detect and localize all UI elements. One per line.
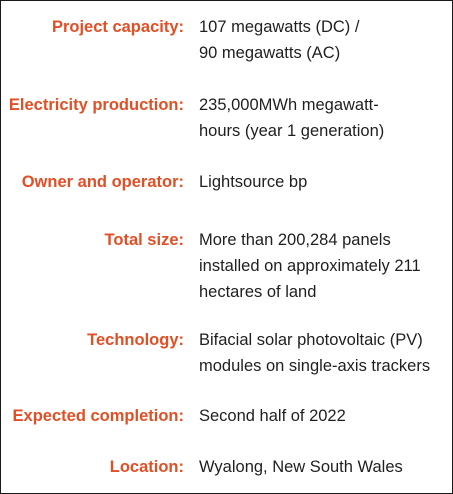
- fact-value-line: 235,000MWh megawatt-: [199, 96, 379, 114]
- fact-value-line: 107 megawatts (DC) /: [199, 18, 360, 36]
- fact-label: Expected completion:: [12, 407, 184, 425]
- fact-value: Lightsource bp: [199, 169, 447, 195]
- fact-value-line: Second half of 2022: [199, 407, 346, 425]
- fact-label: Project capacity:: [51, 18, 184, 36]
- fact-value-line: Wyalong, New South Wales: [199, 458, 403, 476]
- fact-label: Total size:: [104, 231, 184, 249]
- fact-value: 235,000MWh megawatt- hours (year 1 gener…: [199, 92, 447, 144]
- fact-value-line: modules on single-axis trackers: [199, 357, 431, 375]
- fact-label: Owner and operator:: [21, 173, 184, 191]
- fact-value-line: hours (year 1 generation): [199, 122, 385, 140]
- fact-value-line: hectares of land: [199, 283, 317, 301]
- fact-value-line: 90 megawatts (AC): [199, 44, 341, 62]
- fact-value-line: Lightsource bp: [199, 173, 308, 191]
- fact-value-line: installed on approximately 211: [199, 257, 421, 275]
- fact-value: Bifacial solar photovoltaic (PV) modules…: [199, 327, 447, 379]
- fact-value: 107 megawatts (DC) / 90 megawatts (AC): [199, 14, 447, 66]
- fact-value: Second half of 2022: [199, 403, 447, 429]
- fact-label: Location:: [109, 458, 184, 476]
- fact-value-line: Bifacial solar photovoltaic (PV): [199, 331, 423, 349]
- fact-value-line: More than 200,284 panels: [199, 231, 391, 249]
- fact-value: Wyalong, New South Wales: [199, 454, 447, 480]
- fact-label: Technology:: [87, 331, 184, 349]
- fact-label: Electricity production:: [8, 96, 184, 114]
- fact-value: More than 200,284 panels installed on ap…: [199, 227, 447, 305]
